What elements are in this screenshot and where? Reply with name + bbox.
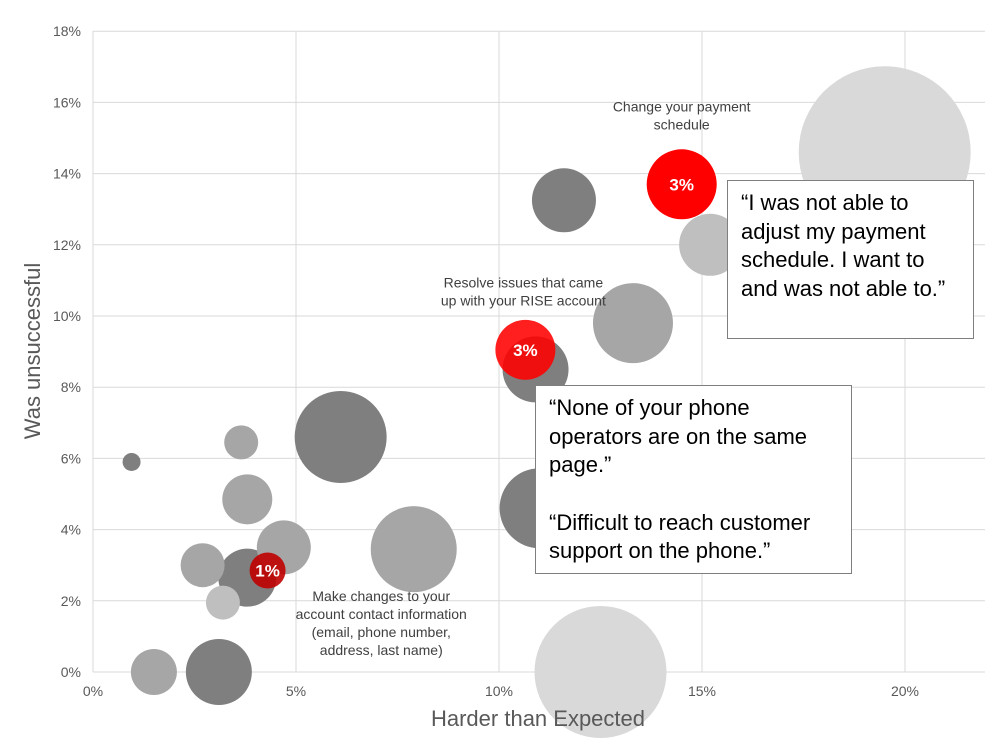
highlight-bubble [249,552,286,589]
y-tick-label: 8% [61,379,81,395]
y-tick-label: 4% [61,522,81,538]
bubble-annotation: Resolve issues that came up with your RIS… [441,275,606,309]
y-tick-label: 14% [53,166,81,182]
highlight-bubble [646,149,717,220]
x-tick-label: 15% [688,683,716,699]
bubble [205,585,240,620]
bubble [224,425,259,460]
y-tick-label: 2% [61,593,81,609]
y-axis-title: Was unsuccessful [20,263,45,439]
bubble [294,391,387,484]
bubble [531,168,596,233]
y-tick-label: 18% [53,23,81,39]
y-tick-label: 10% [53,308,81,324]
y-tick-label: 12% [53,237,81,253]
x-tick-label: 5% [286,683,306,699]
x-tick-label: 0% [83,683,103,699]
bubble-value-label: 3% [513,341,538,360]
bubble [370,506,457,593]
bubble [592,283,673,364]
payment-quote-box: “I was not able to adjust my payment sch… [727,180,974,339]
bubble [180,543,225,588]
highlight-bubble [495,319,556,380]
phone-quote-1: “None of your phone operators are on the… [549,395,808,477]
bubble [679,213,742,276]
bubble-value-label: 1% [255,562,280,581]
phone-quote-2: “Difficult to reach customer support on … [549,509,811,564]
bubble-annotation: Make changes to your account contact info… [296,588,467,658]
phone-quote-box: “None of your phone operators are on the… [535,385,852,574]
payment-quote: “I was not able to adjust my payment sch… [741,190,946,301]
bubble [222,474,273,525]
x-axis-title: Harder than Expected [431,706,645,731]
y-tick-label: 0% [61,664,81,680]
bubble [122,452,141,471]
x-tick-label: 20% [891,683,919,699]
annotations: Change your payment schedule Resolve issue… [296,98,751,658]
y-tick-label: 6% [61,450,81,466]
bubble [185,639,252,705]
tick-labels: 0% 2% 4% 6% 8% 10% 12% 14% 16% 18% 0% 5% 10% 15% 20% [53,23,919,699]
bubble-annotation: Change your payment schedule [613,98,751,132]
bubble-value-label: 3% [669,175,694,194]
bubble-labels: 3% 3% 1% [255,175,694,580]
y-tick-label: 16% [53,94,81,110]
bubble [130,649,177,695]
x-tick-label: 10% [485,683,513,699]
bubble [534,606,667,738]
